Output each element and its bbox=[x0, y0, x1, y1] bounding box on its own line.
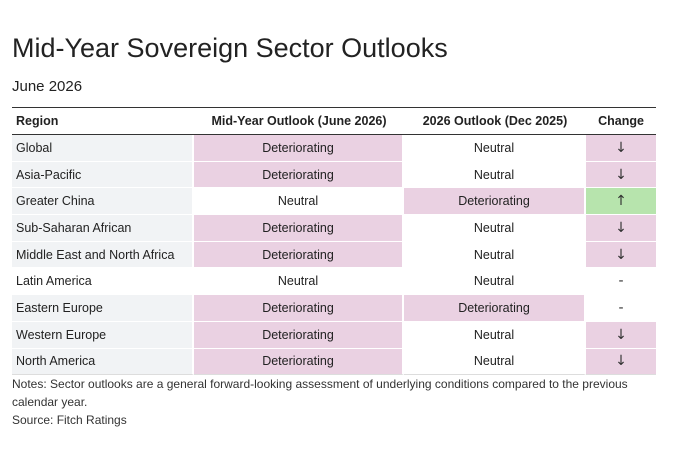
outlook-2026-cell: Neutral bbox=[404, 348, 586, 376]
table-header-row: Region Mid-Year Outlook (June 2026) 2026… bbox=[12, 107, 656, 135]
outlook-2026-cell: Neutral bbox=[404, 241, 586, 269]
change-cell: ↓ bbox=[586, 348, 656, 376]
outlook-2026-cell: Neutral bbox=[404, 215, 586, 242]
change-cell: - bbox=[586, 295, 656, 322]
mid-year-outlook-cell: Deteriorating bbox=[194, 295, 404, 322]
table-row: Asia-Pacific Deteriorating Neutral ↓ bbox=[12, 161, 656, 189]
source-text: Source: Fitch Ratings bbox=[12, 413, 127, 427]
arrow-down-icon: ↓ bbox=[615, 246, 627, 263]
table-row: Middle East and North Africa Deterioratin… bbox=[12, 241, 656, 269]
mid-year-outlook-cell: Deteriorating bbox=[194, 348, 404, 376]
mid-year-column-header: Mid-Year Outlook (June 2026) bbox=[194, 107, 404, 135]
outlook-2026-cell: Neutral bbox=[404, 321, 586, 349]
table-row: Greater China Neutral Deteriorating ↑ bbox=[12, 188, 656, 216]
change-cell: - bbox=[586, 268, 656, 296]
region-cell: Latin America bbox=[12, 268, 194, 296]
page-subtitle: June 2026 bbox=[12, 78, 83, 95]
arrow-down-icon: ↓ bbox=[615, 139, 627, 156]
outlook-2026-cell: Neutral bbox=[404, 161, 586, 189]
region-column-header: Region bbox=[12, 107, 194, 135]
table-row: Sub-Saharan African Deteriorating Neutral ↓ bbox=[12, 215, 656, 242]
change-cell: ↓ bbox=[586, 241, 656, 269]
table-row: Global Deteriorating Neutral ↓ bbox=[12, 135, 656, 162]
arrow-down-icon: ↓ bbox=[615, 219, 627, 236]
table-row: North America Deteriorating Neutral ↓ bbox=[12, 348, 656, 376]
change-cell: ↑ bbox=[586, 188, 656, 216]
outlook-2026-cell: Neutral bbox=[404, 135, 586, 162]
region-cell: Greater China bbox=[12, 188, 194, 216]
outlook-2026-cell: Deteriorating bbox=[404, 188, 586, 216]
region-cell: Western Europe bbox=[12, 321, 194, 349]
outlook-table: Region Mid-Year Outlook (June 2026) 2026… bbox=[12, 107, 656, 376]
mid-year-outlook-cell: Deteriorating bbox=[194, 135, 404, 162]
mid-year-outlook-cell: Deteriorating bbox=[194, 321, 404, 349]
outlook-2026-cell: Neutral bbox=[404, 268, 586, 296]
table-body: Global Deteriorating Neutral ↓ Asia-Pacific D… bbox=[12, 135, 656, 376]
table-row: Western Europe Deteriorating Neutral ↓ bbox=[12, 321, 656, 349]
notes-block: Notes: Sector outlooks are a general for… bbox=[12, 375, 652, 429]
mid-year-outlook-cell: Deteriorating bbox=[194, 161, 404, 189]
notes-text: Notes: Sector outlooks are a general for… bbox=[12, 377, 628, 409]
region-cell: Eastern Europe bbox=[12, 295, 194, 322]
region-cell: Sub-Saharan African bbox=[12, 215, 194, 242]
mid-year-outlook-cell: Neutral bbox=[194, 188, 404, 216]
region-cell: North America bbox=[12, 348, 194, 376]
mid-year-outlook-cell: Neutral bbox=[194, 268, 404, 296]
mid-year-outlook-cell: Deteriorating bbox=[194, 241, 404, 269]
change-cell: ↓ bbox=[586, 135, 656, 162]
table-row: Eastern Europe Deteriorating Deteriorating… bbox=[12, 295, 656, 322]
arrow-down-icon: ↓ bbox=[615, 326, 627, 343]
page-title: Mid-Year Sovereign Sector Outlooks bbox=[12, 33, 448, 63]
table-row: Latin America Neutral Neutral - bbox=[12, 268, 656, 296]
change-cell: ↓ bbox=[586, 215, 656, 242]
outlook-2026-cell: Deteriorating bbox=[404, 295, 586, 322]
change-cell: ↓ bbox=[586, 321, 656, 349]
arrow-down-icon: ↓ bbox=[615, 166, 627, 183]
region-cell: Middle East and North Africa bbox=[12, 241, 194, 269]
outlook-2026-column-header: 2026 Outlook (Dec 2025) bbox=[404, 107, 586, 135]
arrow-down-icon: ↓ bbox=[615, 353, 627, 370]
change-column-header: Change bbox=[586, 107, 656, 135]
arrow-up-icon: ↑ bbox=[615, 193, 627, 210]
no-change-dash-icon: - bbox=[618, 273, 624, 290]
region-cell: Global bbox=[12, 135, 194, 162]
no-change-dash-icon: - bbox=[618, 299, 624, 316]
change-cell: ↓ bbox=[586, 161, 656, 189]
mid-year-outlook-cell: Deteriorating bbox=[194, 215, 404, 242]
region-cell: Asia-Pacific bbox=[12, 161, 194, 189]
